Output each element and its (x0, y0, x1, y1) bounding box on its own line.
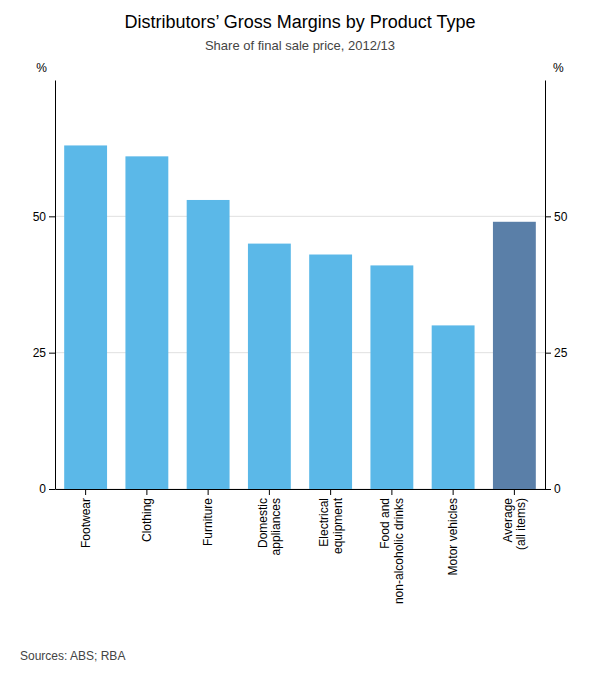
tick-label: Furniture (201, 498, 215, 546)
tick: 0 (545, 482, 561, 496)
tick: Furniture (201, 489, 215, 546)
bar (493, 222, 536, 489)
tick-label: Footwear (79, 498, 93, 548)
tick: 50 (33, 210, 55, 224)
bar (309, 255, 352, 489)
bar (370, 265, 413, 489)
bar (187, 200, 230, 489)
tick: 25 (545, 346, 568, 360)
tick-label: Electricalequipment (317, 497, 345, 554)
x-axis: Footwear Clothing Furniture Domesticapplian… (56, 489, 546, 604)
tick: 0 (39, 482, 55, 496)
tick-mark (85, 489, 86, 495)
tick-mark (514, 489, 515, 495)
tick-label: 50 (554, 210, 568, 224)
tick-mark (545, 353, 551, 354)
tick-mark (146, 489, 147, 495)
bars (64, 145, 536, 489)
tick-label: Clothing (140, 498, 154, 542)
tick: Clothing (140, 489, 154, 542)
tick-mark (49, 353, 55, 354)
subtitle: Share of final sale price, 2012/13 (205, 38, 395, 53)
tick-label: Food andnon-alcoholic drinks (378, 498, 406, 604)
tick: Food andnon-alcoholic drinks (378, 489, 406, 604)
y2-axis: 0 25 50 (545, 81, 568, 497)
tick-label: Domesticappliances (256, 498, 284, 555)
tick-mark (269, 489, 270, 495)
tick: Footwear (79, 489, 93, 548)
tick-mark (453, 489, 454, 495)
axis-line (56, 489, 546, 490)
tick: Electricalequipment (317, 489, 345, 554)
tick-mark (391, 489, 392, 495)
tick-mark (545, 216, 551, 217)
tick-label: 0 (554, 482, 561, 496)
tick-label: 25 (554, 346, 568, 360)
tick-mark (545, 489, 551, 490)
tick-mark (208, 489, 209, 495)
bar (432, 325, 475, 489)
bar (125, 156, 168, 489)
bar (248, 244, 291, 489)
plot: 0 25 50 0 25 50%% Footwear Clothing Furniture Dom… (33, 61, 568, 604)
tick: Average(all items) (501, 489, 529, 550)
axis-line (545, 81, 546, 490)
y-axis-label: % (36, 61, 47, 75)
tick-label: 0 (39, 482, 46, 496)
tick: 50 (545, 210, 568, 224)
tick: Domesticappliances (256, 489, 284, 555)
source: Sources: ABS; RBA (20, 649, 125, 663)
y-axis: 0 25 50 (33, 81, 56, 497)
axis-line (55, 81, 56, 490)
bar (64, 145, 107, 489)
y2-axis-label: % (553, 61, 564, 75)
tick-label: 25 (33, 346, 47, 360)
tick-mark (330, 489, 331, 495)
title: Distributors’ Gross Margins by Product T… (124, 12, 475, 32)
tick-label: 50 (33, 210, 47, 224)
chart: Distributors’ Gross Margins by Product T… (0, 0, 600, 674)
tick-label: Motor vehicles (446, 498, 460, 575)
tick: 25 (33, 346, 55, 360)
tick-mark (49, 489, 55, 490)
tick-label: Average(all items) (501, 498, 529, 550)
tick-mark (49, 216, 55, 217)
tick: Motor vehicles (446, 489, 460, 575)
